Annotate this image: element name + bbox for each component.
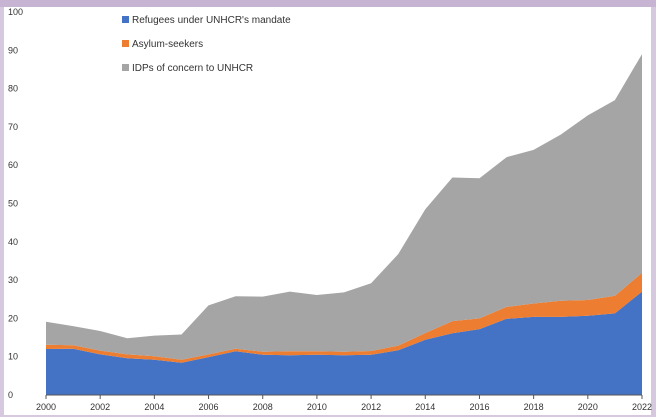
series-area-0 xyxy=(46,291,642,395)
x-tick-label: 2010 xyxy=(307,402,327,412)
x-tick-label: 2018 xyxy=(524,402,544,412)
series-areas xyxy=(46,54,642,395)
y-tick-label: 0 xyxy=(8,390,13,400)
y-tick-label: 70 xyxy=(8,122,18,132)
legend-swatch-0 xyxy=(122,16,129,23)
x-tick-label: 2022 xyxy=(632,402,652,412)
y-axis-ticks: 0 10 20 30 40 50 60 70 80 90 100 xyxy=(8,7,23,400)
x-tick-label: 2016 xyxy=(469,402,489,412)
x-tick-label: 2004 xyxy=(144,402,164,412)
x-axis-ticks: 2000 2002 2004 2006 2008 2010 2012 2014 2016 2018… xyxy=(36,395,652,412)
y-tick-label: 60 xyxy=(8,160,18,170)
series-area-1 xyxy=(46,272,642,363)
y-tick-label: 20 xyxy=(8,313,18,323)
y-tick-label: 100 xyxy=(8,7,23,17)
legend: Refugees under UNHCR's mandate Asylum-see… xyxy=(122,15,291,74)
legend-swatch-1 xyxy=(122,40,129,47)
top-bar xyxy=(0,0,656,7)
y-tick-label: 10 xyxy=(8,352,18,362)
legend-label-0: Refugees under UNHCR's mandate xyxy=(132,15,291,26)
legend-label-2: IDPs of concern to UNHCR xyxy=(132,63,253,74)
series-area-2 xyxy=(46,54,642,360)
legend-swatch-2 xyxy=(122,64,129,71)
y-tick-label: 30 xyxy=(8,275,18,285)
x-tick-label: 2008 xyxy=(253,402,273,412)
y-tick-label: 90 xyxy=(8,45,18,55)
legend-label-1: Asylum-seekers xyxy=(132,39,203,50)
x-tick-label: 2002 xyxy=(90,402,110,412)
x-tick-label: 2012 xyxy=(361,402,381,412)
y-tick-label: 50 xyxy=(8,199,18,209)
x-tick-label: 2000 xyxy=(36,402,56,412)
x-tick-label: 2006 xyxy=(199,402,219,412)
y-tick-label: 40 xyxy=(8,237,18,247)
x-tick-label: 2020 xyxy=(578,402,598,412)
y-tick-label: 80 xyxy=(8,84,18,94)
x-tick-label: 2014 xyxy=(415,402,435,412)
